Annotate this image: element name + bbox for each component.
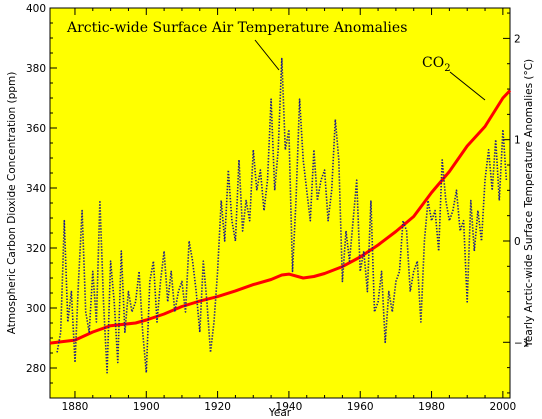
y-tick-label: 380	[26, 63, 46, 75]
ticks: 1880 1900 1920 1940 1960 1980 2000 280 300 320 340…	[26, 3, 530, 413]
y-tick-label: 360	[26, 123, 46, 135]
y2-axis-title: Yearly Arctic-wide Surface Temperature A…	[523, 59, 535, 348]
co2-label-pointer	[449, 71, 486, 101]
annotations: Arctic-wide Surface Air Temperature Anom…	[66, 20, 486, 101]
y2-tick-label: 1	[514, 135, 521, 147]
y-tick-label: 300	[26, 303, 46, 315]
x-axis-title: Year	[268, 407, 292, 419]
co2-label-main: CO	[422, 55, 444, 71]
plot-area	[49, 7, 511, 399]
x-tick-label: 1880	[62, 401, 89, 413]
y-tick-label: 320	[26, 243, 46, 255]
x-tick-label: 1940	[276, 401, 303, 413]
x-tick-label: 1980	[418, 401, 445, 413]
temperature-anomaly-line	[56, 57, 508, 374]
y2-tick-label: −1	[514, 337, 529, 349]
temperature-title-pointer	[254, 39, 280, 71]
temperature-series-title: Arctic-wide Surface Air Temperature Anom…	[66, 20, 407, 36]
x-tick-label: 1960	[347, 401, 374, 413]
y-axis-title: Atmospheric Carbon Dioxide Concentration…	[6, 72, 18, 335]
y-tick-label: 340	[26, 183, 46, 195]
x-tick-label: 2000	[490, 401, 517, 413]
y2-tick-label: 0	[514, 236, 521, 248]
y-tick-label: 280	[26, 363, 46, 375]
series	[49, 57, 512, 374]
co2-label-subscript: 2	[444, 63, 450, 74]
y2-tick-label: 2	[514, 33, 521, 45]
y-tick-label: 400	[26, 3, 46, 15]
x-tick-label: 1900	[133, 401, 160, 413]
co2-series-label: CO2	[422, 55, 451, 74]
x-tick-label: 1920	[204, 401, 231, 413]
